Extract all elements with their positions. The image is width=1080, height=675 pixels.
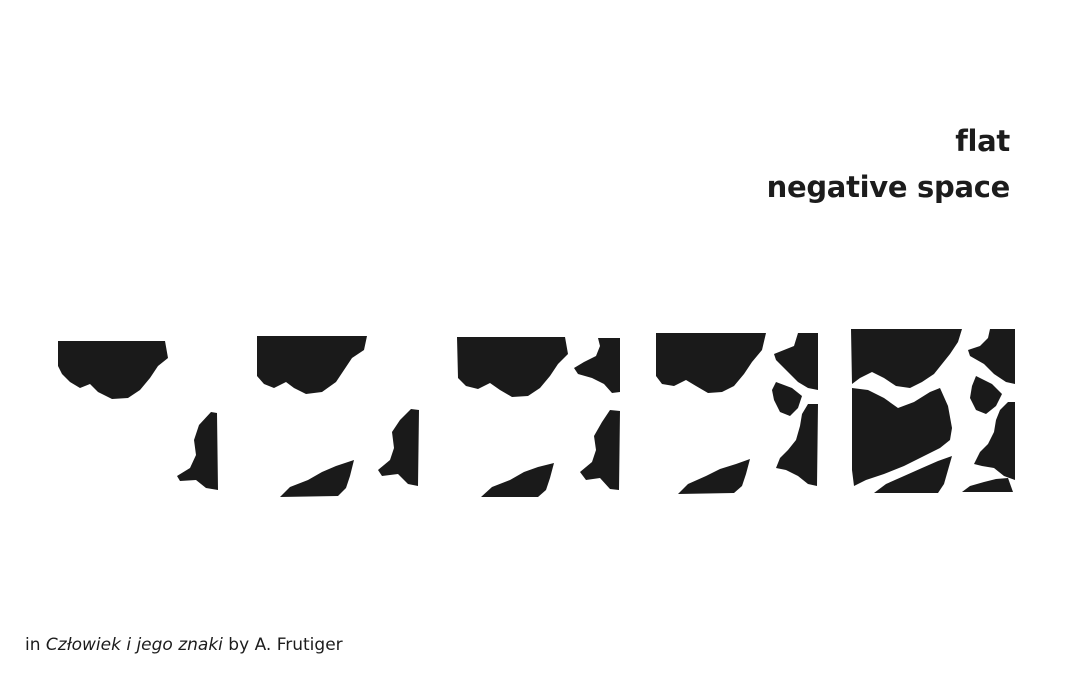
panel-stage-5 [851,329,1015,493]
shape-bottom-fragment [481,463,554,497]
panel-stage-1 [58,341,218,490]
heading: flat negative space [766,118,1011,210]
panel-stage-3 [457,337,620,497]
caption-suffix: by A. Frutiger [222,635,343,655]
caption-prefix: in [25,635,46,655]
heading-line-flat: flat [955,124,1010,158]
panel-stage-2 [257,336,419,497]
shape-top-fragment [851,329,962,388]
shape-top-right-fragment [774,333,818,390]
heading-line-negative-space: negative space [766,170,1011,204]
caption: in Człowiek i jego znaki by A. Frutiger [25,633,343,657]
shape-top-fragment [656,333,766,393]
shape-middle-left-fragment [772,382,802,416]
shape-bottom-fragment [280,460,354,497]
shape-middle-right-fragment [970,376,1002,414]
shape-top-right-fragment [968,329,1015,384]
shape-right-fragment [580,410,620,490]
shape-top-fragment [257,336,367,394]
shape-bottom-fragment [874,456,952,493]
shape-right-fragment [378,409,419,486]
shape-top-right-fragment [574,338,620,393]
shape-center-fragment [852,388,952,486]
shape-top-fragment [58,341,168,399]
shape-right-fragment [974,402,1015,480]
shape-bottom-right-fragment [962,478,1013,492]
shape-right-fragment [776,404,818,486]
shape-top-fragment [457,337,568,397]
caption-book-title: Człowiek i jego znaki [45,635,223,655]
shape-bottom-fragment [678,459,750,494]
panel-stage-4 [656,333,818,494]
shape-right-fragment [177,412,218,490]
